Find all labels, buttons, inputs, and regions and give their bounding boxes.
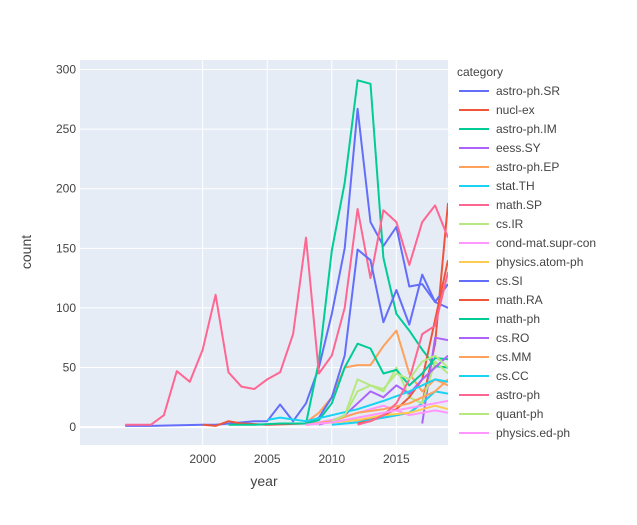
legend-item-physics.ed-ph[interactable]: physics.ed-ph — [459, 426, 570, 440]
legend-label: cs.CC — [496, 369, 529, 383]
legend-item-cond-mat.supr-con[interactable]: cond-mat.supr-con — [459, 236, 596, 250]
legend-label: cs.SI — [496, 274, 523, 288]
series-line-cond-mat.supr-con — [305, 404, 448, 426]
legend-item-math.RA[interactable]: math.RA — [459, 293, 543, 307]
legend-item-astro-ph.EP[interactable]: astro-ph.EP — [459, 160, 559, 174]
x-tick-label: 2005 — [254, 452, 281, 466]
legend-label: physics.ed-ph — [496, 426, 570, 440]
x-tick-label: 2010 — [318, 452, 345, 466]
legend-label: cond-mat.supr-con — [496, 236, 596, 250]
legend-label: astro-ph.IM — [496, 122, 557, 136]
legend-label: math-ph — [496, 312, 540, 326]
legend-item-cs.SI[interactable]: cs.SI — [459, 274, 523, 288]
legend-item-astro-ph.IM[interactable]: astro-ph.IM — [459, 122, 557, 136]
legend-item-stat.TH[interactable]: stat.TH — [459, 179, 535, 193]
series-line-cs.CC — [267, 378, 448, 423]
y-tick-label: 200 — [56, 182, 76, 196]
legend-title: category — [457, 65, 503, 79]
legend[interactable]: astro-ph.SR nucl-ex astro-ph.IM eess.SY astr… — [459, 84, 596, 440]
y-tick-label: 300 — [56, 63, 76, 77]
plot-background — [80, 60, 448, 445]
legend-label: stat.TH — [496, 179, 535, 193]
legend-item-physics.atom-ph[interactable]: physics.atom-ph — [459, 255, 583, 269]
legend-item-math.SP[interactable]: math.SP — [459, 198, 542, 212]
legend-item-nucl-ex[interactable]: nucl-ex — [459, 103, 535, 117]
series-line-cs.SI — [305, 248, 448, 425]
legend-item-cs.MM[interactable]: cs.MM — [459, 350, 531, 364]
y-tick-label: 100 — [56, 301, 76, 315]
legend-item-eess.SY[interactable]: eess.SY — [459, 141, 541, 155]
legend-item-astro-ph.SR[interactable]: astro-ph.SR — [459, 84, 560, 98]
legend-item-astro-ph[interactable]: astro-ph — [459, 388, 540, 402]
y-tick-label: 0 — [69, 420, 76, 434]
x-tick-labels: 2000 2005 2010 2015 — [189, 452, 410, 466]
legend-label: math.RA — [496, 293, 543, 307]
legend-label: cs.RO — [496, 331, 529, 345]
x-axis-title: year — [250, 473, 278, 489]
series-line-math.SP — [125, 204, 448, 426]
series-layer — [125, 79, 448, 427]
y-tick-labels: 0 50 100 150 200 250 300 — [56, 63, 76, 435]
series-line-physics.ed-ph — [305, 399, 448, 426]
legend-label: astro-ph.EP — [496, 160, 559, 174]
legend-label: eess.SY — [496, 141, 541, 155]
y-tick-label: 50 — [63, 361, 77, 375]
legend-item-quant-ph[interactable]: quant-ph — [459, 407, 543, 421]
legend-item-math-ph[interactable]: math-ph — [459, 312, 540, 326]
x-tick-label: 2015 — [383, 452, 410, 466]
legend-item-cs.CC[interactable]: cs.CC — [459, 369, 529, 383]
legend-label: math.SP — [496, 198, 542, 212]
series-line-quant-ph — [331, 354, 448, 423]
legend-label: cs.IR — [496, 217, 524, 231]
series-line-math-ph — [305, 342, 448, 425]
y-tick-label: 150 — [56, 241, 76, 255]
y-tick-label: 250 — [56, 122, 76, 136]
legend-item-cs.IR[interactable]: cs.IR — [459, 217, 524, 231]
legend-label: physics.atom-ph — [496, 255, 583, 269]
legend-label: cs.MM — [496, 350, 531, 364]
y-gridlines — [80, 69, 448, 429]
legend-item-cs.RO[interactable]: cs.RO — [459, 331, 529, 345]
legend-label: nucl-ex — [496, 103, 535, 117]
y-axis-title: count — [18, 235, 34, 269]
legend-label: astro-ph.SR — [496, 84, 560, 98]
series-line-astro-ph.IM — [228, 79, 448, 426]
x-tick-label: 2000 — [189, 452, 216, 466]
series-line-astro-ph — [357, 271, 448, 426]
legend-label: quant-ph — [496, 407, 543, 421]
legend-label: astro-ph — [496, 388, 540, 402]
